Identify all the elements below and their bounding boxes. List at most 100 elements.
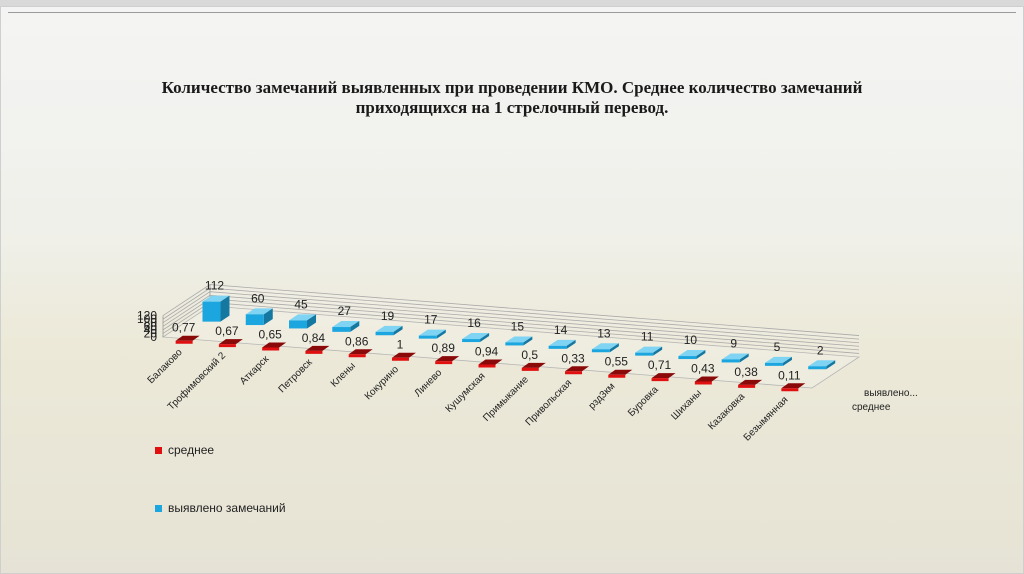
bar-average-side — [478, 359, 503, 365]
bar-found — [721, 359, 740, 363]
bar-found — [245, 314, 264, 326]
data-label-found: 27 — [338, 304, 352, 318]
y-tick-label: 0 — [150, 330, 157, 344]
bar-average — [608, 374, 626, 378]
bar-average-side — [521, 362, 546, 368]
data-label-average: 0,77 — [172, 321, 196, 335]
depth-label-found: выявлено... — [864, 388, 918, 399]
data-label-average: 0,86 — [345, 334, 369, 348]
top-bar — [0, 0, 1024, 6]
bar-found — [375, 331, 394, 336]
bar-average — [305, 350, 323, 354]
bar-average-side — [391, 352, 416, 358]
data-label-average: 0,11 — [778, 368, 801, 382]
data-label-found: 11 — [641, 330, 654, 344]
bar-found-side — [696, 350, 706, 360]
bar-found-side — [566, 339, 576, 349]
data-label-found: 19 — [381, 309, 395, 323]
bar-found-side — [739, 353, 749, 363]
bar-found — [635, 352, 654, 356]
data-label-average: 0,84 — [302, 331, 326, 345]
data-label-average: 0,65 — [258, 328, 282, 342]
bar-average-side — [608, 369, 633, 375]
bar-average-side — [565, 366, 590, 372]
bar-found-side — [826, 360, 836, 370]
bar-found-side — [393, 325, 403, 336]
bar-found — [548, 345, 567, 349]
y-tick-label: 100 — [137, 312, 157, 326]
data-label-average: 0,94 — [475, 345, 499, 359]
bar-average — [218, 344, 236, 348]
data-label-average: 0,55 — [605, 355, 629, 369]
bar-found — [808, 366, 827, 370]
bar-average-side — [435, 356, 460, 362]
legend-swatch-red — [155, 447, 162, 455]
depth-label-average: среднее — [852, 402, 891, 413]
y-tick-label: 80 — [144, 316, 158, 330]
bar-average — [651, 378, 669, 382]
x-tick-label: Аткарск — [238, 353, 272, 387]
bar-found-side — [480, 333, 490, 343]
y-tick-label: 20 — [144, 326, 158, 340]
x-tick-label: Кушумская — [444, 371, 488, 415]
bar-found-side — [350, 321, 360, 332]
x-tick-label: Шиханы — [669, 388, 704, 423]
y-tick-label: 120 — [137, 309, 157, 323]
bar-average — [391, 357, 409, 361]
data-label-found: 13 — [597, 326, 611, 340]
x-tick-label: Буровка — [626, 384, 661, 419]
bar-average — [694, 381, 712, 385]
bar-average — [781, 388, 799, 392]
bar-average-side — [781, 383, 806, 389]
legend-item-average: среднее — [155, 443, 214, 457]
top-rule — [8, 12, 1016, 13]
legend-swatch-blue — [155, 505, 162, 513]
data-label-found: 16 — [467, 316, 481, 330]
bar-average — [478, 364, 496, 368]
data-label-found: 2 — [817, 343, 824, 357]
data-label-found: 112 — [205, 279, 224, 293]
x-tick-label: Казаковка — [706, 391, 747, 432]
x-tick-label: Клены — [329, 361, 358, 390]
bar-found — [332, 327, 351, 332]
bar-found-side — [307, 314, 317, 329]
bar-found-side — [523, 336, 533, 346]
bar-average — [175, 340, 193, 344]
bar-average — [521, 367, 539, 371]
bar-found-side — [782, 356, 792, 366]
bar-average — [262, 347, 280, 351]
data-label-found: 17 — [424, 313, 438, 327]
x-tick-label: Примыкание — [481, 374, 531, 424]
bar-average — [738, 384, 756, 388]
data-label-found: 60 — [251, 291, 265, 305]
bar-found-side — [220, 295, 230, 322]
x-tick-label: Кокурино — [363, 364, 401, 402]
data-label-average: 0,38 — [734, 365, 758, 379]
data-label-found: 5 — [774, 340, 781, 354]
y-tick-label: 40 — [144, 323, 158, 337]
bar-found — [505, 342, 524, 346]
data-label-average: 0,33 — [561, 351, 585, 365]
bar-average — [565, 371, 583, 375]
y-tick-label: 60 — [144, 319, 158, 333]
bar-average — [348, 354, 366, 358]
bar-average-side — [305, 345, 330, 351]
bar-average-side — [348, 349, 373, 355]
data-label-average: 0,67 — [215, 324, 239, 338]
bar-found — [591, 349, 610, 353]
data-label-found: 15 — [511, 319, 525, 333]
data-label-found: 10 — [684, 333, 698, 347]
data-label-average: 0,43 — [691, 362, 715, 376]
data-label-average: 1 — [397, 338, 404, 352]
bar-found — [202, 301, 221, 322]
bar-average-side — [738, 379, 763, 385]
bar-found — [678, 356, 697, 360]
chart-title: Количество замечаний выявленных при пров… — [161, 78, 863, 117]
x-tick-label: рзд3км — [587, 381, 618, 412]
x-tick-label: Привольская — [524, 378, 575, 429]
bar-found — [418, 335, 437, 339]
x-tick-label: Петровск — [277, 357, 315, 395]
bar-found-side — [609, 343, 619, 353]
